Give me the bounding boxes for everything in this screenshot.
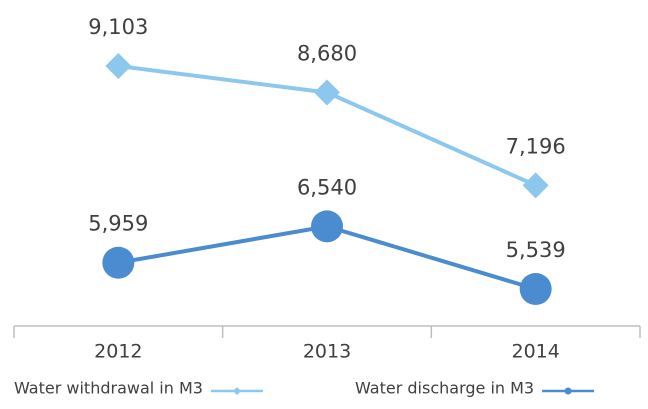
- legend-label: Water discharge in M3: [355, 379, 534, 398]
- x-tick-label: 2013: [303, 341, 351, 363]
- legend-marker: [564, 387, 572, 395]
- data-label: 7,196: [506, 134, 566, 158]
- data-label: 5,959: [88, 212, 148, 236]
- marker: [519, 273, 552, 305]
- data-label: 5,539: [506, 238, 566, 262]
- data-label: 9,103: [88, 15, 148, 39]
- marker: [311, 210, 343, 243]
- legend-marker: [232, 387, 241, 395]
- x-tick-label: 2014: [511, 341, 559, 363]
- data-label: 6,540: [297, 175, 357, 199]
- data-label: 8,680: [297, 41, 357, 65]
- marker: [102, 246, 135, 279]
- legend-label: Water withdrawal in M3: [14, 379, 203, 398]
- x-tick-label: 2012: [94, 341, 142, 363]
- marker: [522, 172, 549, 199]
- marker: [105, 53, 132, 79]
- marker: [314, 79, 340, 106]
